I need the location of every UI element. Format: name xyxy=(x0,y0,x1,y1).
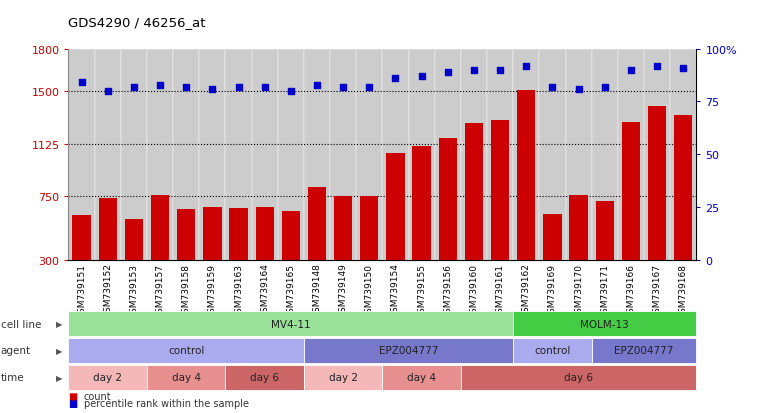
Text: EPZ004777: EPZ004777 xyxy=(379,346,438,356)
Bar xyxy=(147,50,174,260)
Bar xyxy=(461,50,487,260)
Text: MOLM-13: MOLM-13 xyxy=(581,319,629,329)
Point xyxy=(180,84,193,91)
Bar xyxy=(596,201,614,260)
Bar xyxy=(592,50,618,260)
Point xyxy=(390,76,402,82)
Point xyxy=(232,84,244,91)
Bar xyxy=(151,196,169,260)
Text: day 4: day 4 xyxy=(407,373,436,382)
Bar xyxy=(304,50,330,260)
Bar xyxy=(225,50,252,260)
Bar xyxy=(174,50,199,260)
Bar xyxy=(199,50,225,260)
Bar xyxy=(229,208,247,260)
Point xyxy=(599,84,611,91)
Point xyxy=(363,84,375,91)
Bar xyxy=(94,50,121,260)
Bar xyxy=(125,219,143,260)
Bar xyxy=(278,50,304,260)
Bar xyxy=(387,154,405,260)
Bar xyxy=(121,50,147,260)
Text: day 2: day 2 xyxy=(329,373,358,382)
Bar xyxy=(252,50,278,260)
Point xyxy=(546,84,559,91)
Text: EPZ004777: EPZ004777 xyxy=(614,346,673,356)
Text: ■: ■ xyxy=(68,399,78,408)
Point xyxy=(75,80,88,87)
Point xyxy=(206,86,218,93)
Point xyxy=(441,69,454,76)
Bar xyxy=(565,50,592,260)
Text: percentile rank within the sample: percentile rank within the sample xyxy=(84,399,249,408)
Bar xyxy=(674,116,693,260)
Bar xyxy=(438,139,457,260)
Bar xyxy=(644,50,670,260)
Point xyxy=(259,84,271,91)
Text: agent: agent xyxy=(1,346,31,356)
Bar xyxy=(360,196,378,260)
Point xyxy=(416,74,428,80)
Text: day 6: day 6 xyxy=(250,373,279,382)
Point xyxy=(625,67,637,74)
Bar xyxy=(569,196,587,260)
Bar xyxy=(465,124,483,260)
Bar xyxy=(412,147,431,260)
Text: day 6: day 6 xyxy=(564,373,593,382)
Text: control: control xyxy=(168,346,205,356)
Text: cell line: cell line xyxy=(1,319,41,329)
Bar xyxy=(308,187,326,260)
Bar xyxy=(330,50,356,260)
Bar xyxy=(540,50,565,260)
Bar xyxy=(517,90,536,260)
Bar xyxy=(356,50,383,260)
Point xyxy=(102,88,114,95)
Bar xyxy=(382,50,409,260)
Bar xyxy=(203,207,221,260)
Text: count: count xyxy=(84,392,111,401)
Point xyxy=(285,88,297,95)
Bar xyxy=(99,198,117,260)
Point xyxy=(128,84,140,91)
Bar xyxy=(670,50,696,260)
Text: GDS4290 / 46256_at: GDS4290 / 46256_at xyxy=(68,16,206,29)
Bar xyxy=(543,215,562,260)
Bar xyxy=(491,121,509,260)
Bar xyxy=(487,50,513,260)
Text: ▶: ▶ xyxy=(56,373,62,382)
Bar xyxy=(256,207,274,260)
Point xyxy=(521,63,533,70)
Point xyxy=(494,67,506,74)
Point xyxy=(311,82,323,89)
Text: ■: ■ xyxy=(68,392,78,401)
Bar xyxy=(334,197,352,260)
Bar xyxy=(435,50,461,260)
Bar xyxy=(177,210,196,260)
Bar xyxy=(622,123,640,260)
Bar xyxy=(68,50,94,260)
Text: day 4: day 4 xyxy=(172,373,201,382)
Text: MV4-11: MV4-11 xyxy=(271,319,310,329)
Text: control: control xyxy=(534,346,571,356)
Text: ▶: ▶ xyxy=(56,346,62,355)
Text: time: time xyxy=(1,373,24,382)
Bar xyxy=(282,211,300,260)
Bar xyxy=(409,50,435,260)
Point xyxy=(154,82,166,89)
Bar xyxy=(513,50,540,260)
Point xyxy=(337,84,349,91)
Text: day 2: day 2 xyxy=(94,373,123,382)
Point xyxy=(677,65,689,72)
Bar xyxy=(618,50,644,260)
Bar xyxy=(648,107,666,260)
Bar xyxy=(72,215,91,260)
Text: ▶: ▶ xyxy=(56,319,62,328)
Point xyxy=(651,63,663,70)
Point xyxy=(468,67,480,74)
Point xyxy=(572,86,584,93)
